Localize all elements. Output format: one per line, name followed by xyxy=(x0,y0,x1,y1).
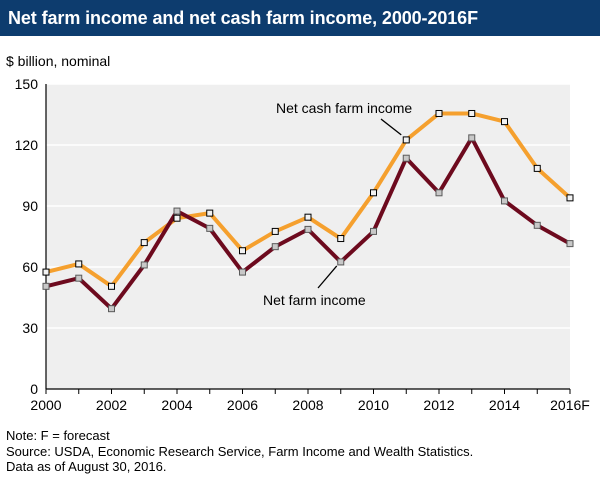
y-tick-label: 90 xyxy=(22,198,38,214)
net-farm-income-point xyxy=(337,258,345,266)
net-cash-farm-income-point xyxy=(75,260,83,268)
net-cash-farm-income-point xyxy=(337,235,345,243)
source-note: Source: USDA, Economic Research Service,… xyxy=(6,443,474,459)
x-tick-label: 2004 xyxy=(161,397,192,413)
x-tick-label: 2012 xyxy=(423,397,454,413)
net-cash-farm-income-point xyxy=(501,118,508,126)
net-cash-farm-income-point xyxy=(468,109,476,117)
net-cash-farm-income-point xyxy=(239,247,246,255)
net-farm-income-point xyxy=(566,240,574,248)
plot-area xyxy=(46,84,570,389)
y-tick-label: 0 xyxy=(30,381,38,397)
y-axis-label: $ billion, nominal xyxy=(6,53,110,69)
net-farm-income-point xyxy=(468,134,476,142)
net-farm-income-point xyxy=(75,274,83,282)
net-cash-farm-income-point xyxy=(173,214,181,222)
net-farm-income-point xyxy=(501,197,508,205)
net-farm-income-point xyxy=(239,268,246,276)
chart-title: Net farm income and net cash farm income… xyxy=(8,8,478,28)
note-forecast: Note: F = forecast xyxy=(6,428,110,443)
net-farm-income-point xyxy=(370,227,377,235)
net-cash-farm-income-point xyxy=(108,282,115,290)
net-cash-farm-income-point xyxy=(533,164,541,172)
annotation-net-cash-farm-income: Net cash farm income xyxy=(276,100,412,116)
annotation-leader-line xyxy=(317,265,338,289)
x-tick-label: 2000 xyxy=(30,397,61,413)
y-tick-label: 120 xyxy=(15,137,39,153)
net-cash-farm-income-point xyxy=(304,213,312,221)
x-tick-label: 2014 xyxy=(489,397,520,413)
net-cash-farm-income-point xyxy=(402,136,410,144)
net-farm-income-point xyxy=(140,261,148,269)
net-farm-income-point xyxy=(435,189,443,197)
x-tick-label: 2016F xyxy=(550,397,590,413)
annotation-leader-line xyxy=(380,118,402,136)
annotation-net-farm-income: Net farm income xyxy=(263,292,366,308)
y-tick-label: 60 xyxy=(22,259,38,275)
net-cash-farm-income-point xyxy=(206,209,214,217)
net-farm-income-point xyxy=(42,282,50,290)
net-farm-income-point xyxy=(271,243,279,251)
net-cash-farm-income-point xyxy=(271,227,279,235)
x-tick-label: 2002 xyxy=(96,397,127,413)
net-farm-income-point xyxy=(304,225,312,233)
net-cash-farm-income-point xyxy=(140,239,148,247)
net-farm-income-point xyxy=(108,305,115,313)
net-cash-farm-income-point xyxy=(435,109,443,117)
net-cash-farm-income-point xyxy=(370,189,377,197)
net-farm-income-point xyxy=(173,207,181,215)
data-date-note: Data as of August 30, 2016. xyxy=(6,459,167,474)
y-tick-label: 30 xyxy=(22,320,38,336)
x-tick-label: 2008 xyxy=(292,397,323,413)
title-bar: Net farm income and net cash farm income… xyxy=(0,0,600,36)
net-farm-income-point xyxy=(402,154,410,162)
notes-block: Note: F = forecast Source: USDA, Economi… xyxy=(6,428,473,475)
net-farm-income-point xyxy=(533,221,541,229)
net-farm-income-point xyxy=(206,224,214,232)
x-tick-label: 2006 xyxy=(227,397,258,413)
y-tick-label: 150 xyxy=(15,76,39,92)
net-cash-farm-income-point xyxy=(566,194,574,202)
x-tick-label: 2010 xyxy=(358,397,389,413)
net-cash-farm-income-point xyxy=(42,268,50,276)
